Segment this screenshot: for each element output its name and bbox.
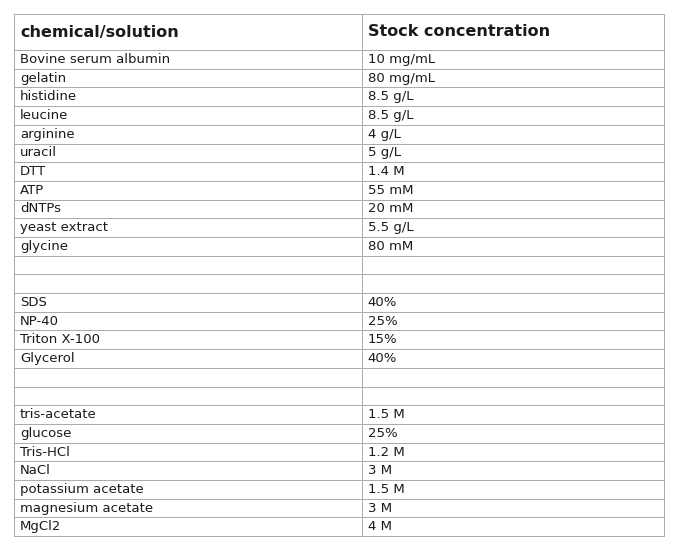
Text: Stock concentration: Stock concentration (367, 25, 550, 39)
Bar (14, 406, 664, 424)
Text: 5.5 g/L: 5.5 g/L (367, 221, 414, 234)
Text: histidine: histidine (20, 90, 77, 103)
Text: SDS: SDS (20, 296, 47, 309)
Text: potassium acetate: potassium acetate (20, 483, 144, 496)
Text: 80 mg/mL: 80 mg/mL (367, 72, 435, 84)
Text: NaCl: NaCl (20, 464, 51, 477)
Text: Tris-HCl: Tris-HCl (20, 446, 70, 459)
Text: DTT: DTT (20, 165, 46, 178)
Bar (14, 312, 664, 330)
Text: uracil: uracil (20, 146, 57, 159)
Text: 55 mM: 55 mM (367, 184, 414, 197)
Bar (14, 424, 664, 443)
Bar (14, 499, 664, 517)
Bar (14, 87, 664, 106)
Text: 5 g/L: 5 g/L (367, 146, 401, 159)
Text: yeast extract: yeast extract (20, 221, 108, 234)
Text: 1.5 M: 1.5 M (367, 483, 405, 496)
Text: Bovine serum albumin: Bovine serum albumin (20, 53, 170, 66)
Text: ATP: ATP (20, 184, 44, 197)
Text: 4 M: 4 M (367, 521, 392, 533)
Bar (14, 68, 664, 87)
Bar (14, 181, 664, 199)
Text: Triton X-100: Triton X-100 (20, 333, 100, 346)
Bar (14, 443, 664, 461)
Bar (14, 14, 664, 50)
Text: 20 mM: 20 mM (367, 202, 413, 215)
Bar (14, 386, 664, 406)
Bar (14, 256, 664, 275)
Text: 4 g/L: 4 g/L (367, 128, 401, 141)
Bar (14, 461, 664, 480)
Bar (14, 125, 664, 144)
Text: tris-acetate: tris-acetate (20, 408, 97, 421)
Text: Glycerol: Glycerol (20, 352, 75, 365)
Text: 8.5 g/L: 8.5 g/L (367, 109, 414, 122)
Bar (14, 50, 664, 68)
Bar (14, 106, 664, 125)
Bar (14, 293, 664, 312)
Bar (14, 480, 664, 499)
Bar (14, 517, 664, 536)
Bar (14, 368, 664, 386)
Text: dNTPs: dNTPs (20, 202, 61, 215)
Text: 1.2 M: 1.2 M (367, 446, 405, 459)
Text: 3 M: 3 M (367, 464, 392, 477)
Bar (14, 162, 664, 181)
Text: leucine: leucine (20, 109, 68, 122)
Bar (14, 218, 664, 237)
Text: 40%: 40% (367, 352, 397, 365)
Text: 80 mM: 80 mM (367, 240, 413, 253)
Text: 8.5 g/L: 8.5 g/L (367, 90, 414, 103)
Bar (14, 199, 664, 218)
Text: 3 M: 3 M (367, 501, 392, 515)
Bar (14, 275, 664, 293)
Text: 1.5 M: 1.5 M (367, 408, 405, 421)
Text: 25%: 25% (367, 427, 397, 440)
Text: NP-40: NP-40 (20, 315, 59, 328)
Text: magnesium acetate: magnesium acetate (20, 501, 153, 515)
Text: 25%: 25% (367, 315, 397, 328)
Text: chemical/solution: chemical/solution (20, 25, 179, 39)
Text: glucose: glucose (20, 427, 71, 440)
Text: glycine: glycine (20, 240, 68, 253)
Text: arginine: arginine (20, 128, 75, 141)
Bar (14, 237, 664, 256)
Bar (14, 144, 664, 162)
Bar (14, 330, 664, 349)
Bar (14, 349, 664, 368)
Text: 10 mg/mL: 10 mg/mL (367, 53, 435, 66)
Text: gelatin: gelatin (20, 72, 66, 84)
Text: 40%: 40% (367, 296, 397, 309)
Text: 1.4 M: 1.4 M (367, 165, 404, 178)
Text: 15%: 15% (367, 333, 397, 346)
Text: MgCl2: MgCl2 (20, 521, 62, 533)
